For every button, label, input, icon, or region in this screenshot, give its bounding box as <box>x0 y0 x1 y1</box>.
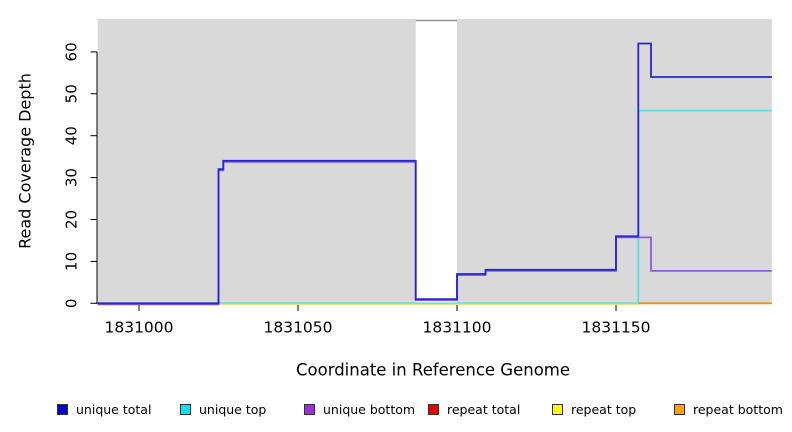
legend-item-unique-top: unique top <box>180 399 266 419</box>
x-tick-label: 1831000 <box>104 319 173 337</box>
y-tick-label: 0 <box>63 299 81 309</box>
y-axis-title: Read Coverage Depth <box>15 73 35 249</box>
legend-item-repeat-total: repeat total <box>428 399 520 419</box>
legend-label: repeat top <box>571 401 637 417</box>
series-unique-total <box>97 42 772 305</box>
x-tick-label: 1831100 <box>422 319 491 337</box>
legend: unique total unique top unique bottom re… <box>0 399 792 423</box>
repeat-total-swatch <box>428 403 439 415</box>
legend-label: repeat bottom <box>693 401 783 417</box>
x-tick-label: 1831050 <box>263 319 332 337</box>
legend-item-unique-bottom: unique bottom <box>304 399 415 419</box>
repeat-top-swatch <box>552 403 563 415</box>
legend-label: unique top <box>199 401 267 417</box>
y-tick-label: 60 <box>63 42 81 61</box>
y-tick-label: 20 <box>63 210 81 229</box>
legend-item-repeat-top: repeat top <box>552 399 636 419</box>
repeat-bottom-swatch <box>674 403 685 415</box>
legend-label: unique bottom <box>323 401 416 417</box>
unique-total-swatch <box>57 403 68 415</box>
unique-bottom-swatch <box>304 403 315 415</box>
unique-top-swatch <box>180 403 191 415</box>
legend-item-unique-total: unique total <box>57 399 151 419</box>
x-axis-title: Coordinate in Reference Genome <box>295 360 571 380</box>
legend-item-repeat-bottom: repeat bottom <box>674 399 783 419</box>
legend-label: repeat total <box>447 401 521 417</box>
y-tick-label: 40 <box>63 126 81 145</box>
plot-background-region <box>457 19 772 304</box>
x-tick-label: 1831150 <box>581 319 650 337</box>
legend-label: unique total <box>76 401 152 417</box>
y-tick-label: 10 <box>63 252 81 271</box>
y-tick-label: 50 <box>63 84 81 103</box>
y-tick-label: 30 <box>63 168 81 187</box>
